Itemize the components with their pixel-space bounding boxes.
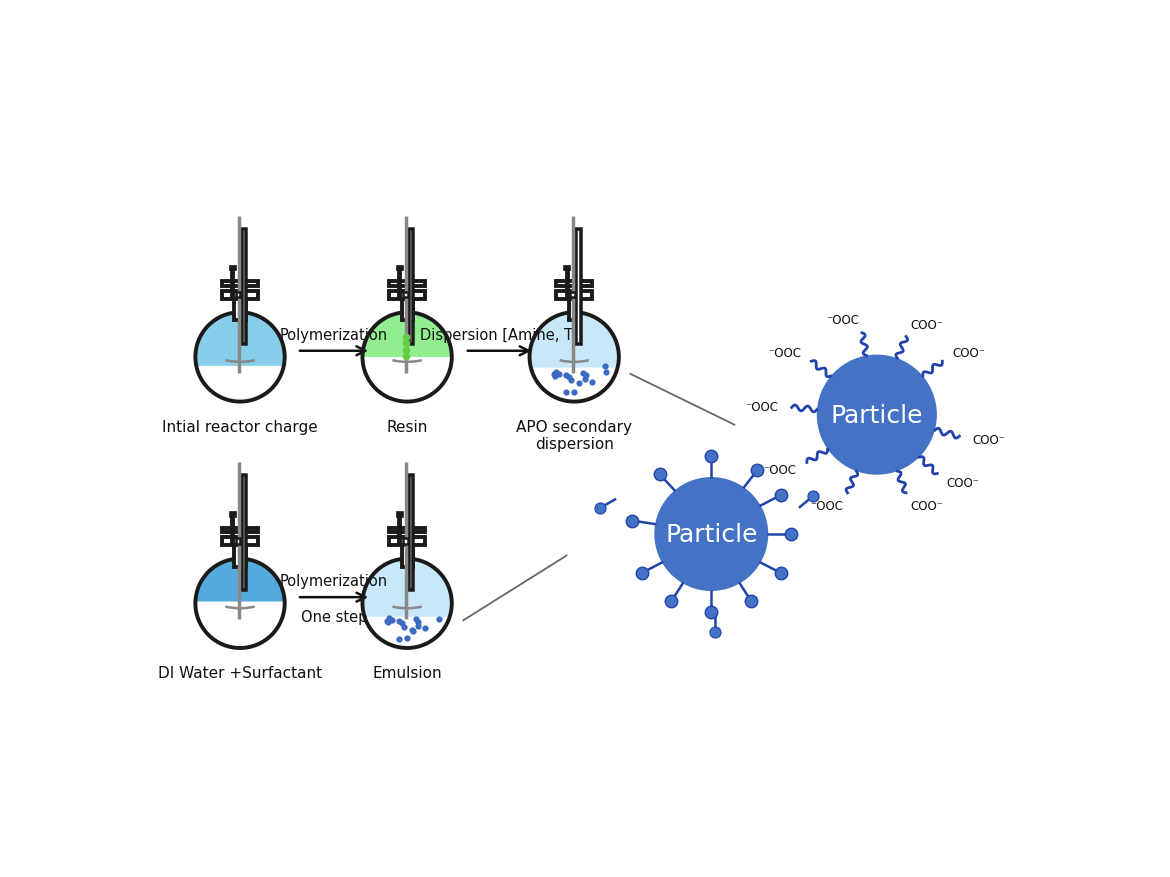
Bar — [242, 476, 247, 590]
Bar — [390, 528, 425, 532]
Bar — [390, 538, 425, 545]
Bar — [557, 292, 592, 299]
Text: ⁻OOC: ⁻OOC — [827, 314, 860, 327]
Bar — [395, 266, 402, 271]
Bar — [563, 266, 570, 271]
Bar — [242, 230, 247, 344]
Bar — [395, 511, 402, 517]
Text: Resin: Resin — [386, 419, 428, 434]
Bar — [236, 538, 240, 544]
Bar — [401, 299, 413, 321]
Bar — [410, 230, 413, 344]
Text: Dispersion [Amine, T]: Dispersion [Amine, T] — [420, 327, 579, 342]
Bar — [570, 292, 574, 298]
Bar — [222, 538, 257, 545]
Text: Emulsion: Emulsion — [372, 665, 442, 681]
Text: Polymerization: Polymerization — [280, 327, 388, 342]
Bar — [557, 282, 592, 286]
Text: ⁻OOC: ⁻OOC — [810, 499, 844, 512]
Text: ⁻OOC: ⁻OOC — [745, 400, 779, 413]
Text: COO⁻: COO⁻ — [947, 477, 979, 489]
Circle shape — [654, 477, 769, 591]
Text: One step: One step — [301, 610, 367, 624]
Bar — [236, 292, 240, 298]
Bar — [390, 292, 425, 299]
Text: APO secondary
dispersion: APO secondary dispersion — [516, 419, 632, 452]
Text: COO⁻: COO⁻ — [972, 433, 1005, 446]
Bar — [577, 230, 580, 344]
Text: Particle: Particle — [831, 403, 923, 427]
Bar — [229, 511, 236, 517]
Bar — [222, 528, 257, 532]
Text: COO⁻: COO⁻ — [910, 499, 943, 512]
Circle shape — [817, 355, 937, 475]
Text: Polymerization: Polymerization — [280, 574, 388, 588]
Bar — [402, 292, 407, 298]
Polygon shape — [530, 313, 619, 368]
Text: DI Water +Surfactant: DI Water +Surfactant — [158, 665, 322, 681]
Bar — [401, 545, 413, 567]
Bar — [410, 476, 413, 590]
Text: COO⁻: COO⁻ — [952, 347, 985, 360]
Bar — [402, 538, 407, 544]
Polygon shape — [363, 559, 452, 617]
Text: Particle: Particle — [665, 523, 757, 546]
Text: ⁻OOC: ⁻OOC — [763, 464, 796, 477]
Bar — [229, 266, 236, 271]
Text: COO⁻: COO⁻ — [910, 318, 943, 332]
Text: ⁻OOC: ⁻OOC — [769, 347, 801, 360]
Text: Intial reactor charge: Intial reactor charge — [163, 419, 318, 434]
Bar — [234, 545, 246, 567]
Bar — [234, 299, 246, 321]
Polygon shape — [195, 559, 284, 602]
Polygon shape — [363, 313, 452, 358]
Bar — [390, 282, 425, 286]
Polygon shape — [195, 313, 284, 367]
Bar — [222, 292, 257, 299]
Bar — [222, 282, 257, 286]
Bar — [569, 299, 580, 321]
